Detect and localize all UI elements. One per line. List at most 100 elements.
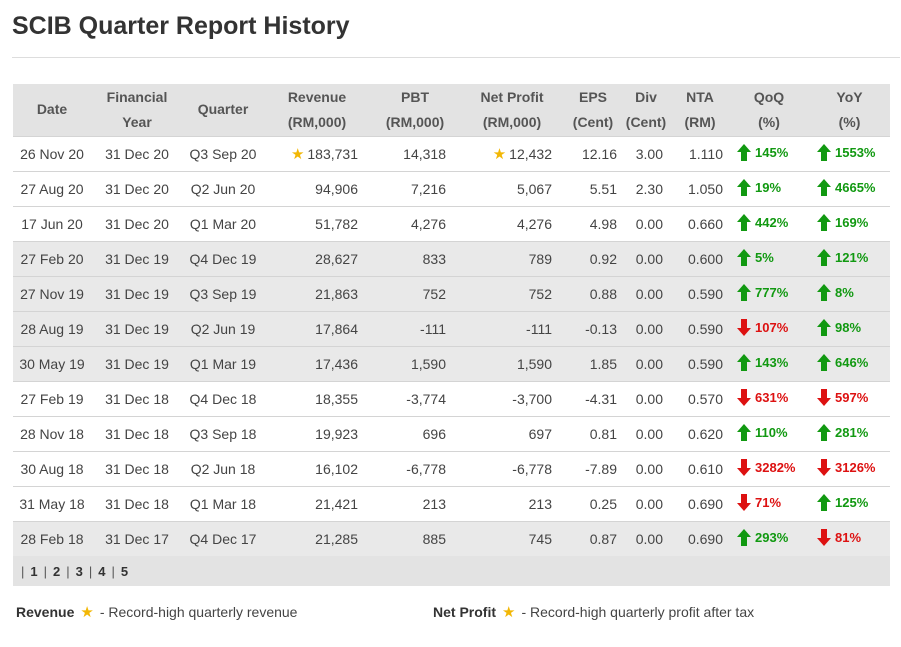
cell-quarter: Q3 Sep 20: [183, 135, 263, 171]
cell-yoy: 121%: [809, 240, 890, 276]
cell-div-text: 0.00: [635, 320, 663, 337]
cell-quarter-text: Q2 Jun 20: [190, 180, 256, 197]
cell-pbt-text: 833: [422, 250, 446, 267]
cell-quarter: Q4 Dec 19: [183, 240, 263, 276]
pagination-separator: |: [88, 563, 93, 579]
cell-fy-text: 31 Dec 17: [105, 530, 169, 547]
change-qoq-value: 631%: [755, 389, 789, 405]
page-link-3[interactable]: 3: [75, 563, 83, 579]
change-qoq: 5%: [737, 248, 774, 266]
table-row: 17 Jun 20 31 Dec 20 Q1 Mar 20 51,782 4,276 4,…: [13, 205, 890, 241]
cell-nta: 0.590: [671, 275, 729, 311]
cell-pbt-text: 696: [422, 425, 446, 442]
cell-date-text: 17 Jun 20: [21, 215, 83, 232]
change-qoq-value: 777%: [755, 284, 789, 300]
cell-eps-text: 0.25: [589, 495, 617, 512]
cell-revenue: 51,782: [263, 205, 371, 241]
cell-quarter: Q3 Sep 19: [183, 275, 263, 311]
change-yoy-value: 4665%: [835, 179, 876, 195]
cell-qoq: 777%: [729, 275, 809, 311]
cell-date-text: 27 Feb 19: [20, 390, 84, 407]
table-row: 27 Nov 19 31 Dec 19 Q3 Sep 19 21,863 752 752 0…: [13, 275, 890, 311]
cell-financial-year: 31 Dec 17: [91, 520, 183, 556]
cell-fy-text: 31 Dec 20: [105, 145, 169, 162]
pagination: | 1 | 2 | 3 | 4 | 5: [13, 556, 890, 586]
legend-profit-text: - Record-high quarterly profit after tax: [521, 604, 755, 620]
cell-nta-text: 0.590: [687, 355, 723, 372]
cell-net-profit: 697: [459, 415, 565, 451]
cell-div: 3.00: [621, 135, 671, 171]
cell-date-text: 31 May 18: [19, 495, 85, 512]
arrow-up-icon: [737, 178, 751, 196]
cell-date-text: 27 Feb 20: [20, 250, 84, 267]
cell-net-profit: 5,067: [459, 170, 565, 206]
cell-fy-text: 31 Dec 20: [105, 180, 169, 197]
cell-nta: 0.590: [671, 310, 729, 346]
cell-qoq: 19%: [729, 170, 809, 206]
cell-div: 0.00: [621, 415, 671, 451]
table-row: 28 Feb 18 31 Dec 17 Q4 Dec 17 21,285 885 745 0…: [13, 520, 890, 556]
page-title: SCIB Quarter Report History: [12, 12, 350, 40]
cell-net-profit: 213: [459, 485, 565, 521]
arrow-up-icon: [737, 283, 751, 301]
cell-date: 27 Feb 20: [13, 240, 91, 276]
change-qoq-value: 143%: [755, 354, 789, 370]
cell-div-text: 0.00: [635, 460, 663, 477]
arrow-up-icon: [817, 213, 831, 231]
change-yoy-value: 3126%: [835, 459, 876, 475]
cell-pbt-text: 885: [422, 530, 446, 547]
change-qoq: 3282%: [737, 458, 795, 476]
cell-revenue-text: 21,863: [315, 285, 358, 302]
change-qoq: 631%: [737, 388, 789, 406]
cell-net-profit: -111: [459, 310, 565, 346]
cell-quarter: Q4 Dec 18: [183, 380, 263, 416]
col-header-revenue-line: (RM,000): [287, 113, 347, 130]
cell-qoq: 631%: [729, 380, 809, 416]
cell-date-text: 27 Nov 19: [20, 285, 84, 302]
arrow-down-icon: [737, 388, 751, 406]
page-link-1[interactable]: 1: [30, 563, 38, 579]
cell-net-profit-text: 213: [528, 495, 552, 512]
cell-quarter: Q2 Jun 19: [183, 310, 263, 346]
legend-profit: Net Profit ★ - Record-high quarterly pro…: [433, 603, 754, 621]
cell-div-text: 0.00: [635, 425, 663, 442]
col-header-quarter-line: Quarter: [197, 101, 249, 118]
cell-eps: 1.85: [565, 345, 621, 381]
change-qoq-value: 5%: [755, 249, 774, 265]
change-yoy-value: 121%: [835, 249, 869, 265]
cell-net-profit-text: 745: [528, 530, 552, 547]
cell-eps-text: -0.13: [585, 320, 617, 337]
cell-nta-text: 0.610: [687, 460, 723, 477]
cell-revenue: 21,421: [263, 485, 371, 521]
table-row: 27 Aug 20 31 Dec 20 Q2 Jun 20 94,906 7,216 5,…: [13, 170, 890, 206]
cell-financial-year: 31 Dec 18: [91, 380, 183, 416]
page-link-2[interactable]: 2: [53, 563, 61, 579]
cell-nta: 0.610: [671, 450, 729, 486]
page-link-5[interactable]: 5: [120, 563, 129, 579]
cell-pbt: 752: [371, 275, 459, 311]
cell-eps-text: 0.81: [589, 425, 617, 442]
cell-fy-text: 31 Dec 18: [105, 495, 169, 512]
page-link-4[interactable]: 4: [98, 563, 106, 579]
cell-pbt-text: 14,318: [403, 145, 446, 162]
cell-eps-text: 0.92: [589, 250, 617, 267]
cell-fy-text: 31 Dec 19: [105, 355, 169, 372]
cell-revenue: 18,355: [263, 380, 371, 416]
cell-fy-text: 31 Dec 20: [105, 215, 169, 232]
cell-net-profit: ★ 12,432: [459, 135, 565, 171]
cell-net-profit: 752: [459, 275, 565, 311]
change-yoy-value: 98%: [835, 319, 862, 335]
cell-date: 26 Nov 20: [13, 135, 91, 171]
cell-quarter: Q1 Mar 20: [183, 205, 263, 241]
cell-quarter: Q4 Dec 17: [183, 520, 263, 556]
cell-date-text: 28 Nov 18: [20, 425, 84, 442]
cell-quarter-text: Q3 Sep 18: [189, 425, 257, 442]
cell-nta: 0.660: [671, 205, 729, 241]
cell-revenue-text: 21,421: [315, 495, 358, 512]
change-yoy: 1553%: [817, 143, 875, 161]
arrow-up-icon: [817, 178, 831, 196]
cell-nta-text: 0.590: [687, 320, 723, 337]
change-yoy: 597%: [817, 388, 868, 406]
cell-date-text: 30 May 19: [19, 355, 85, 372]
cell-yoy: 8%: [809, 275, 890, 311]
